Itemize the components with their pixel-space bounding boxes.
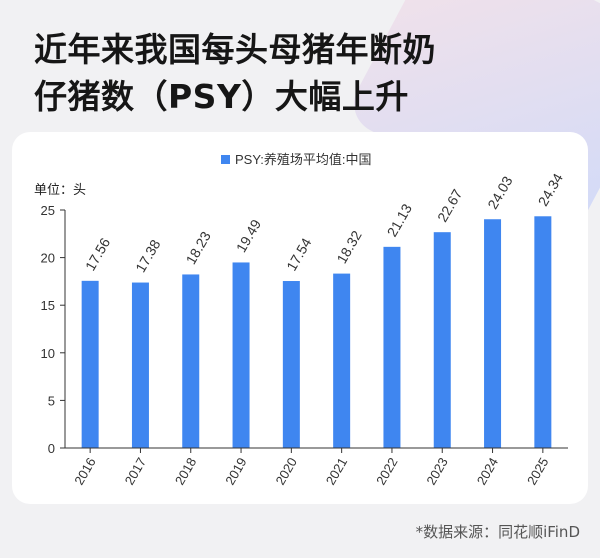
x-tick-label: 2016	[71, 455, 98, 488]
bar-2023	[433, 232, 451, 448]
x-tick-label: 2022	[373, 455, 400, 488]
x-tick-label: 2025	[524, 455, 551, 488]
bar-value-label: 19.49	[233, 216, 264, 255]
page-title: 近年来我国每头母猪年断奶 仔猪数（PSY）大幅上升	[34, 26, 554, 120]
x-tick-label: 2023	[423, 455, 450, 488]
bar-value-label: 24.03	[484, 173, 515, 212]
bar-2024	[484, 219, 502, 448]
y-axis-unit-label: 单位：头	[34, 182, 86, 197]
x-tick-label: 2017	[122, 455, 149, 488]
x-tick-label: 2020	[272, 455, 299, 488]
y-tick-label: 10	[41, 346, 55, 361]
bar-value-label: 18.23	[182, 228, 213, 267]
y-tick-label: 5	[48, 393, 55, 408]
bar-2018	[182, 274, 200, 448]
bar-value-label: 18.32	[333, 228, 364, 267]
data-source-note: *数据来源：同花顺iFinD	[415, 523, 580, 541]
y-tick-label: 25	[41, 203, 55, 218]
chart-card: PSY:养殖场平均值:中国 单位：头 0 5 10 15 20 25 17.56 17.38…	[12, 132, 588, 504]
y-tick-label: 15	[41, 298, 55, 313]
bar-2020	[282, 281, 300, 448]
title-line-1: 近年来我国每头母猪年断奶	[34, 30, 436, 69]
bar-2025	[534, 216, 552, 448]
x-tick-label: 2024	[474, 455, 501, 488]
bar-value-label: 22.67	[434, 186, 465, 225]
bar-value-label: 24.34	[535, 170, 566, 209]
y-tick-label: 0	[48, 441, 55, 456]
bar-value-label: 17.56	[82, 235, 113, 274]
x-tick-label: 2021	[323, 455, 350, 488]
bar-value-label: 17.38	[132, 237, 163, 276]
bar-2022	[383, 246, 401, 448]
bar-2017	[131, 282, 149, 448]
bar-value-label: 17.54	[283, 235, 314, 274]
title-line-2: 仔猪数（PSY）大幅上升	[34, 77, 409, 116]
bar-2021	[333, 273, 351, 448]
bar-2019	[232, 262, 250, 448]
y-tick-label: 20	[41, 251, 55, 266]
bar-value-label: 21.13	[384, 201, 415, 240]
x-tick-label: 2019	[222, 455, 249, 488]
x-tick-label: 2018	[172, 455, 199, 488]
bar-2016	[81, 280, 99, 448]
legend-label: PSY:养殖场平均值:中国	[235, 152, 372, 167]
legend-swatch	[221, 155, 230, 164]
